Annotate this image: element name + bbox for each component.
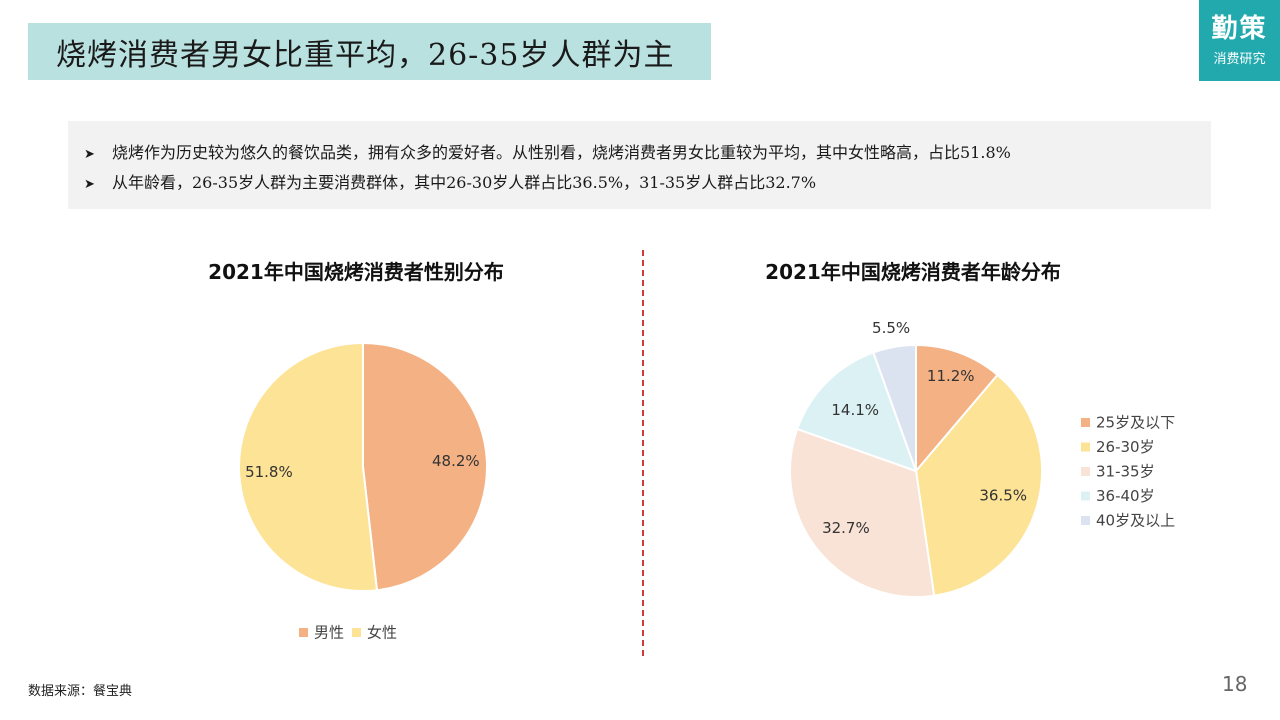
brand-logo: 勤策 消费研究 [1199,0,1280,81]
summary-bullet: ➤ 烧烤作为历史较为悠久的餐饮品类，拥有众多的爱好者。从性别看，烧烤消费者男女比重… [84,139,1211,169]
legend-label: 女性 [367,624,397,642]
data-label: 5.5% [872,319,910,337]
legend-swatch [1081,491,1090,501]
pie-slice-36-40岁 [795,351,918,473]
data-label: 14.1% [831,401,879,419]
data-label: 48.2% [432,452,480,470]
summary-bullet-text: 从年龄看，26-35岁人群为主要消费群体，其中26-30岁人群占比36.5%，3… [112,173,817,192]
legend-label: 26-30岁 [1096,438,1155,456]
legend-swatch [352,628,361,637]
summary-bullet: ➤ 从年龄看，26-35岁人群为主要消费群体，其中26-30岁人群占比36.5%，… [84,169,1211,199]
legend-label: 男性 [314,624,344,642]
data-source-note: 数据来源：餐宝典 [28,684,133,699]
pie-slice-31-35岁 [789,427,936,598]
age-chart-title: 2021年中国烧烤消费者年龄分布 [765,260,1061,284]
pie-slice-26-30岁 [914,373,1043,597]
arrow-bullet-icon: ➤ [84,147,95,162]
legend-swatch [1081,516,1090,525]
legend-label: 40岁及以上 [1096,512,1175,530]
summary-box: ➤ 烧烤作为历史较为悠久的餐饮品类，拥有众多的爱好者。从性别看，烧烤消费者男女比重… [68,121,1211,209]
legend-label: 36-40岁 [1096,487,1155,505]
age-pie-chart: 11.2% 36.5% 32.7% 14.1% 5.5% [789,319,1043,598]
summary-bullet-text: 烧烤作为历史较为悠久的餐饮品类，拥有众多的爱好者。从性别看，烧烤消费者男女比重较… [112,143,1011,162]
pie-slice-40岁及以上 [872,343,917,472]
section-divider [642,250,644,656]
legend-swatch [1081,418,1090,427]
data-label: 51.8% [245,463,293,481]
logo-sub-text: 消费研究 [1213,52,1266,67]
arrow-bullet-icon: ➤ [84,177,95,192]
legend-swatch [299,628,308,637]
legend-swatch [1081,442,1090,452]
pie-slice-25岁及以下 [915,343,999,474]
gender-pie-chart: 48.2% 51.8% [238,341,488,592]
legend-label: 31-35岁 [1096,463,1155,481]
gender-legend: 男性 女性 [299,624,397,642]
pie-slice-男性 [362,341,488,592]
legend-swatch [1081,467,1090,476]
page-number: 18 [1222,672,1248,696]
data-label: 36.5% [979,487,1027,505]
data-label: 11.2% [927,367,975,385]
logo-main-text: 勤策 [1211,14,1268,44]
age-legend: 25岁及以下 26-30岁 31-35岁 36-40岁 40岁及以上 [1081,414,1175,530]
data-label: 32.7% [822,519,870,537]
legend-label: 25岁及以下 [1096,414,1175,432]
pie-slice-女性 [238,341,379,592]
page-title: 烧烤消费者男女比重平均，26-35岁人群为主 [56,37,675,73]
title-bar: 烧烤消费者男女比重平均，26-35岁人群为主 [28,23,711,80]
gender-chart-title: 2021年中国烧烤消费者性别分布 [208,260,504,284]
